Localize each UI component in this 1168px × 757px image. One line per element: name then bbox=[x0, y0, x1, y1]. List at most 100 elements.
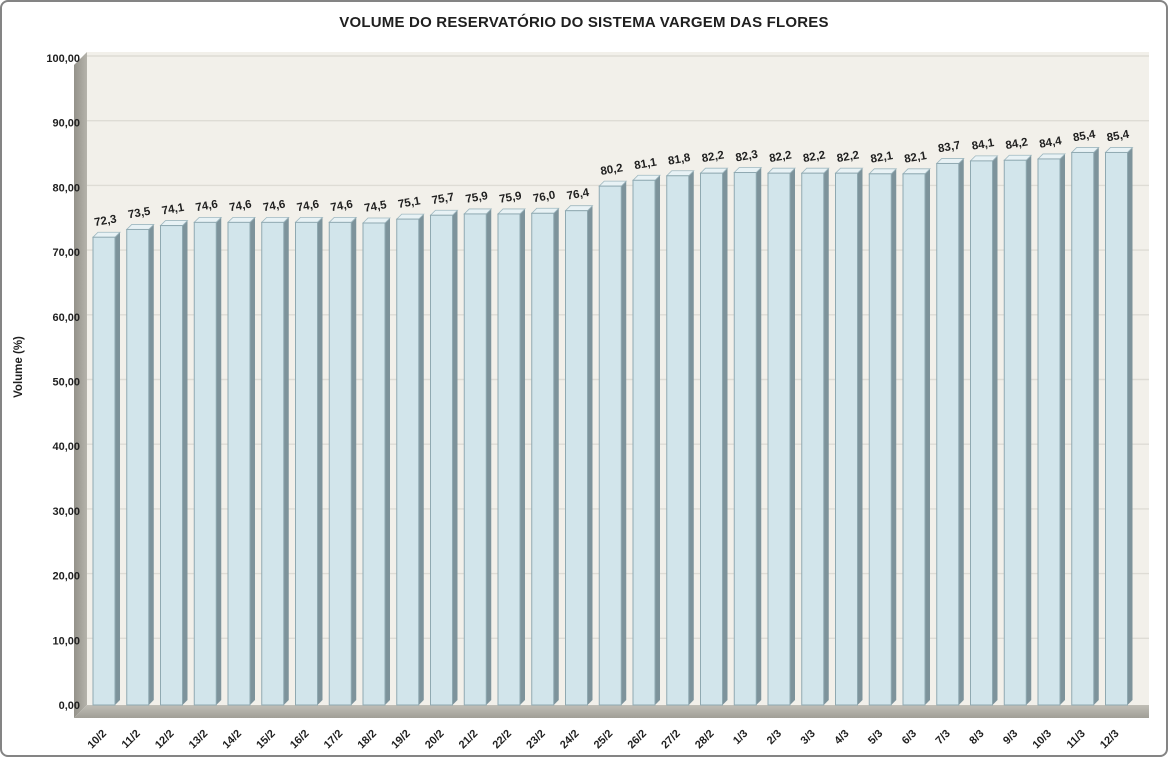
bar-top bbox=[1104, 147, 1134, 153]
bar-side bbox=[857, 168, 863, 705]
bar-top bbox=[294, 216, 324, 223]
bar bbox=[632, 179, 656, 706]
x-tick-label: 21/2 bbox=[457, 728, 481, 752]
x-tick-label: 10/3 bbox=[1030, 728, 1054, 752]
bar-top bbox=[767, 167, 796, 174]
bar bbox=[227, 221, 251, 706]
bar-value-label: 74,6 bbox=[228, 199, 252, 215]
x-tick-label: 19/2 bbox=[389, 728, 413, 752]
y-tick-label: 0,00 bbox=[59, 700, 80, 712]
bar-side bbox=[958, 158, 964, 705]
bar-side bbox=[621, 181, 627, 705]
x-tick-label: 22/2 bbox=[490, 728, 514, 752]
bar-value-label: 82,2 bbox=[836, 149, 860, 165]
y-tick-label: 100,00 bbox=[46, 53, 80, 65]
bar-side bbox=[520, 208, 525, 705]
x-tick-label: 26/2 bbox=[625, 728, 649, 752]
bar bbox=[261, 221, 285, 706]
bar-top bbox=[193, 216, 223, 223]
bar bbox=[430, 214, 453, 706]
x-tick-label: 13/2 bbox=[187, 728, 211, 752]
bar-side bbox=[216, 217, 222, 705]
bar-value-label: 75,1 bbox=[397, 195, 422, 211]
bar-value-label: 72,3 bbox=[93, 213, 117, 229]
x-tick-label: 6/3 bbox=[900, 728, 919, 747]
bar bbox=[126, 228, 150, 706]
bar bbox=[396, 218, 420, 706]
x-tick-label: 8/3 bbox=[967, 728, 986, 747]
bar-side bbox=[452, 210, 458, 705]
x-tick-label: 27/2 bbox=[659, 728, 683, 752]
y-tick-label: 70,00 bbox=[52, 247, 80, 259]
bar-value-label: 73,5 bbox=[127, 206, 152, 222]
bar-top bbox=[260, 216, 290, 223]
x-tick-label: 11/3 bbox=[1065, 728, 1088, 751]
bar bbox=[92, 236, 116, 706]
bar-value-label: 82,3 bbox=[735, 149, 759, 165]
x-tick-label: 20/2 bbox=[423, 728, 447, 752]
x-tick-label: 3/3 bbox=[799, 728, 818, 747]
bar bbox=[1105, 151, 1128, 706]
x-tick-label: 12/2 bbox=[153, 728, 177, 752]
bar-top bbox=[834, 167, 864, 174]
bar-top bbox=[632, 174, 661, 181]
bar-side bbox=[992, 155, 998, 706]
bar-top bbox=[463, 208, 493, 215]
bar-top bbox=[125, 224, 155, 230]
x-tick-label: 15/2 bbox=[254, 728, 278, 752]
bar-side bbox=[1026, 155, 1032, 705]
bar bbox=[463, 213, 487, 706]
bar-top bbox=[1037, 153, 1066, 160]
bar-value-label: 75,9 bbox=[465, 190, 489, 206]
bar-value-label: 74,6 bbox=[330, 199, 354, 215]
x-tick-label: 4/3 bbox=[832, 728, 851, 747]
bar bbox=[1037, 158, 1061, 706]
bar-value-label: 82,1 bbox=[870, 150, 895, 166]
bar-side bbox=[115, 232, 120, 705]
bar-side bbox=[148, 224, 154, 705]
bar-side bbox=[587, 205, 593, 705]
bar-value-label: 81,8 bbox=[667, 152, 692, 168]
bar bbox=[1003, 159, 1027, 706]
bar-side bbox=[182, 220, 188, 705]
x-tick-label: 1/3 bbox=[731, 728, 750, 747]
bar-top bbox=[868, 168, 898, 175]
bar bbox=[497, 213, 521, 706]
bar-side bbox=[418, 214, 424, 705]
bar-top bbox=[969, 155, 999, 162]
floor bbox=[74, 705, 1149, 718]
bar bbox=[970, 160, 993, 706]
bar-value-label: 82,2 bbox=[802, 149, 826, 165]
bar-side bbox=[756, 167, 762, 706]
bar-top bbox=[429, 209, 459, 216]
bar bbox=[868, 173, 892, 706]
bar-side bbox=[790, 168, 795, 705]
bar bbox=[767, 172, 791, 706]
bar-side bbox=[655, 175, 660, 705]
y-tick-label: 40,00 bbox=[52, 441, 80, 453]
bar-value-label: 82,1 bbox=[903, 150, 928, 166]
bar-top bbox=[1070, 147, 1100, 153]
bar-value-label: 76,4 bbox=[566, 187, 591, 203]
bar-side bbox=[925, 168, 930, 706]
bar-side bbox=[1093, 147, 1099, 705]
bar bbox=[666, 175, 690, 706]
bar-value-label: 75,7 bbox=[431, 191, 455, 207]
bar-value-label: 76,0 bbox=[532, 189, 556, 205]
bar-side bbox=[486, 208, 492, 705]
bar-side bbox=[1127, 147, 1133, 705]
bar-top bbox=[497, 208, 526, 215]
bar bbox=[193, 221, 217, 706]
bar bbox=[598, 185, 622, 706]
bar bbox=[936, 162, 960, 706]
bar-value-label: 74,1 bbox=[161, 202, 186, 218]
bar-top bbox=[227, 216, 256, 223]
bar-top bbox=[564, 205, 594, 212]
bar-top bbox=[328, 216, 358, 223]
bar bbox=[733, 172, 757, 706]
bar-top bbox=[665, 170, 695, 177]
bar-top bbox=[1003, 154, 1033, 161]
x-tick-label: 23/2 bbox=[524, 728, 548, 752]
bar-value-label: 84,2 bbox=[1005, 136, 1029, 152]
